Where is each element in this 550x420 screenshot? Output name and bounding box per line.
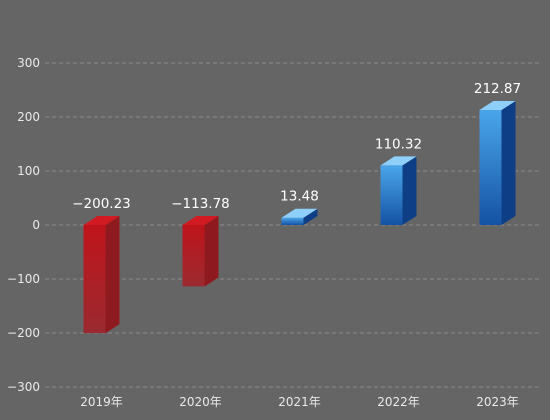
bar [479,101,516,225]
data-label: −113.78 [171,196,230,212]
data-label: 212.87 [474,81,521,97]
bar [182,216,219,287]
bar-top-face [380,156,417,166]
bar-side-face [204,216,219,287]
y-tick-label: 300 [17,56,40,70]
bar [281,208,318,225]
bar-front-face [380,165,403,225]
bar-top-face [479,101,516,111]
bar [83,216,120,334]
bar-top-face [83,216,120,225]
bar-front-face [83,225,106,334]
x-tick-label: 2022年 [377,395,420,409]
y-tick-label: −200 [7,326,40,340]
bar-top-face [182,216,219,225]
bar-front-face [281,217,304,225]
x-tick-label: 2020年 [179,395,222,409]
bar-side-face [105,216,120,334]
data-label: 110.32 [375,136,422,152]
bar-side-face [402,156,417,225]
data-label: 13.48 [280,189,319,205]
data-label: −200.23 [72,196,131,212]
y-tick-label: 0 [32,218,40,232]
data-labels: −200.23 −113.78 13.48 110.32 212.87 [72,81,521,212]
y-tick-label: 100 [17,164,40,178]
bar-front-face [182,225,205,287]
x-tick-label: 2021年 [278,395,321,409]
bar [380,156,417,225]
bar-side-face [501,101,516,225]
y-tick-label: 200 [17,110,40,124]
y-tick-label: −300 [7,380,40,394]
y-tick-label: −100 [7,272,40,286]
x-tick-label: 2023年 [476,395,519,409]
bar-top-face [281,208,318,218]
bars [83,101,516,334]
y-axis: 300 200 100 0 −100 −200 −300 [7,56,40,394]
bar-front-face [479,110,502,225]
x-axis: 2019年 2020年 2021年 2022年 2023年 [80,395,519,409]
x-tick-label: 2019年 [80,395,123,409]
bar-side-face [303,208,318,225]
